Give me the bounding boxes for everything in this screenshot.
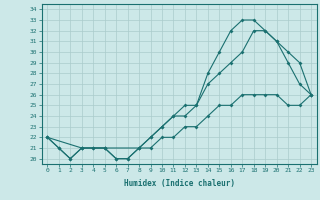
- X-axis label: Humidex (Indice chaleur): Humidex (Indice chaleur): [124, 179, 235, 188]
